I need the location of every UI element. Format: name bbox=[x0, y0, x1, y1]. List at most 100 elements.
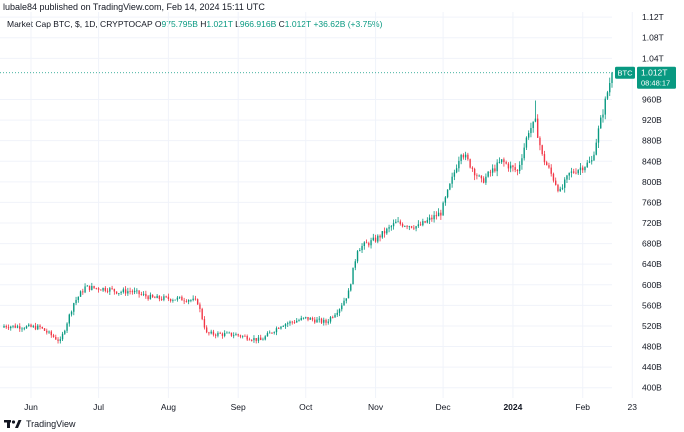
candle-body bbox=[160, 298, 163, 300]
candle-body bbox=[185, 301, 188, 302]
candle-body bbox=[284, 324, 287, 327]
price-tag-symbol-box bbox=[615, 66, 635, 79]
candle-body bbox=[523, 147, 525, 159]
candle-body bbox=[235, 334, 237, 336]
candle-body bbox=[28, 324, 30, 327]
candle-body bbox=[280, 326, 282, 329]
candle-body bbox=[118, 293, 120, 294]
candle-body bbox=[190, 299, 192, 301]
candle-body bbox=[606, 92, 609, 99]
candle-body bbox=[435, 215, 438, 217]
candle-body bbox=[5, 325, 7, 328]
y-tick-label: 920B bbox=[642, 115, 662, 125]
candle-body bbox=[514, 167, 516, 171]
candle-body bbox=[573, 171, 575, 173]
candle-body bbox=[534, 118, 537, 122]
candle-body bbox=[59, 339, 61, 341]
candle-body bbox=[570, 171, 573, 173]
y-tick-label: 880B bbox=[642, 136, 662, 146]
candle-body bbox=[25, 326, 28, 329]
close-label: C bbox=[278, 19, 285, 29]
candle-body bbox=[453, 172, 456, 177]
candle-body bbox=[296, 320, 298, 323]
candle-body bbox=[68, 314, 71, 324]
candle-body bbox=[61, 333, 64, 340]
candle-body bbox=[7, 327, 10, 329]
candle-body bbox=[341, 305, 343, 310]
candle-body bbox=[577, 170, 579, 174]
candle-body bbox=[194, 298, 197, 300]
candle-body bbox=[122, 289, 125, 293]
candle-body bbox=[55, 336, 57, 340]
candle-body bbox=[113, 288, 116, 292]
candle-body bbox=[16, 326, 19, 328]
candle-body bbox=[104, 287, 107, 291]
candle-body bbox=[386, 228, 388, 234]
candle-body bbox=[543, 154, 546, 163]
candle-body bbox=[566, 175, 568, 180]
candle-body bbox=[142, 293, 145, 295]
candle-body bbox=[230, 332, 233, 336]
candle-body bbox=[115, 291, 118, 294]
publish-line: lubale84 published on TradingView.com, F… bbox=[3, 2, 265, 12]
candle-body bbox=[79, 291, 82, 297]
price-tag-symbol: BTC bbox=[618, 69, 634, 78]
candle-body bbox=[70, 311, 73, 315]
footer: TradingView bbox=[4, 419, 76, 429]
candle-body bbox=[109, 288, 111, 292]
candle-body bbox=[41, 326, 43, 329]
candle-body bbox=[266, 333, 269, 337]
candle-body bbox=[428, 217, 431, 221]
x-tick-label: Aug bbox=[161, 402, 176, 412]
candle-body bbox=[140, 294, 143, 295]
candle-body bbox=[302, 317, 305, 319]
candle-body bbox=[473, 168, 476, 176]
footer-brand: TradingView bbox=[26, 419, 76, 429]
candle-body bbox=[57, 339, 59, 341]
y-tick-label: 760B bbox=[642, 197, 662, 207]
candle-body bbox=[593, 154, 595, 161]
price-tag-value-box bbox=[637, 66, 676, 89]
candle-body bbox=[271, 332, 273, 334]
candle-body bbox=[494, 168, 496, 172]
candle-body bbox=[559, 188, 561, 192]
price-tag-countdown: 08:48:17 bbox=[641, 79, 670, 88]
candle-body bbox=[226, 332, 228, 334]
y-tick-label: 720B bbox=[642, 218, 662, 228]
candle-body bbox=[419, 224, 422, 226]
candle-body bbox=[451, 176, 453, 184]
candle-body bbox=[388, 227, 390, 229]
candle-body bbox=[550, 167, 552, 174]
x-tick-label: Jul bbox=[93, 402, 104, 412]
candle-body bbox=[181, 296, 183, 301]
x-tick-label: Sep bbox=[231, 402, 246, 412]
candle-body bbox=[343, 300, 345, 306]
candle-body bbox=[365, 242, 368, 244]
candle-body bbox=[597, 128, 600, 143]
candle-body bbox=[165, 296, 167, 298]
candle-body bbox=[172, 300, 174, 301]
price-tag-value: 1.012T bbox=[641, 68, 667, 78]
low-label: L bbox=[235, 19, 240, 29]
candle-body bbox=[377, 235, 379, 242]
y-tick-label: 1.12T bbox=[642, 12, 664, 22]
candle-body bbox=[449, 183, 451, 190]
candle-body bbox=[413, 227, 415, 229]
candle-body bbox=[95, 287, 98, 289]
candle-body bbox=[260, 337, 262, 341]
y-tick-label: 600B bbox=[642, 280, 662, 290]
candle-body bbox=[347, 290, 350, 299]
candle-body bbox=[611, 72, 613, 84]
candle-body bbox=[30, 324, 32, 327]
y-tick-label: 960B bbox=[642, 94, 662, 104]
candle-body bbox=[541, 145, 543, 155]
y-tick-label: 800B bbox=[642, 177, 662, 187]
candle-body bbox=[176, 297, 179, 300]
candle-body bbox=[19, 326, 21, 329]
candle-body bbox=[34, 325, 37, 330]
candle-body bbox=[147, 296, 149, 300]
candle-body bbox=[545, 162, 548, 166]
candle-body bbox=[525, 137, 528, 148]
